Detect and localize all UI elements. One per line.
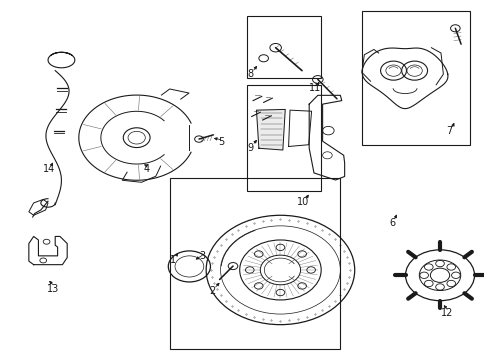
Polygon shape <box>256 109 285 150</box>
Text: 3: 3 <box>199 251 205 261</box>
Text: 7: 7 <box>446 126 452 136</box>
Text: 6: 6 <box>388 218 394 228</box>
Text: 2: 2 <box>208 286 215 296</box>
Text: 5: 5 <box>218 137 224 147</box>
Bar <box>361 11 469 145</box>
Text: 8: 8 <box>246 69 253 79</box>
Text: 13: 13 <box>46 284 59 294</box>
Text: 14: 14 <box>43 164 55 174</box>
Bar <box>246 16 321 78</box>
Bar <box>246 85 321 190</box>
Bar <box>170 178 340 349</box>
Text: 12: 12 <box>440 309 452 318</box>
Text: 11: 11 <box>309 82 321 93</box>
Text: 1: 1 <box>169 255 175 265</box>
Text: 10: 10 <box>296 197 308 207</box>
Text: 4: 4 <box>143 164 149 174</box>
Text: 9: 9 <box>246 143 253 153</box>
